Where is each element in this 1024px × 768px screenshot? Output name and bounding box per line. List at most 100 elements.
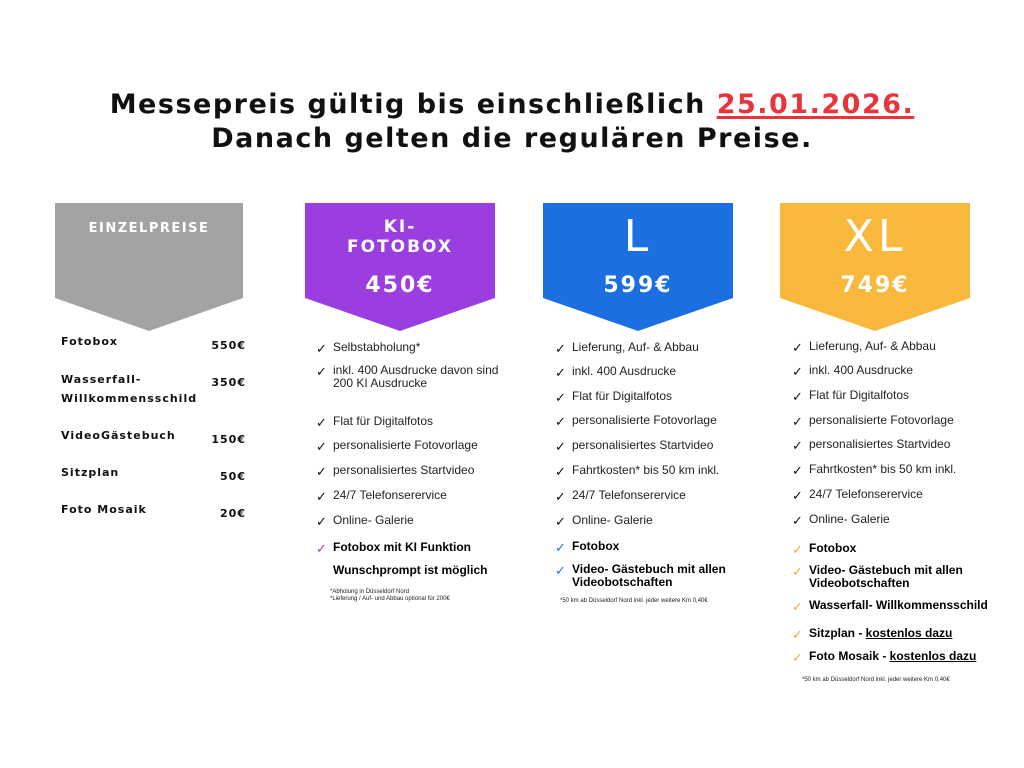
feature-item: ✓ 24/7 Telefonserervice — [316, 489, 526, 519]
checkmark-icon: ✓ — [555, 414, 566, 429]
checkmark-icon: ✓ — [555, 365, 566, 380]
checkmark-icon: ✓ — [555, 464, 566, 479]
package-price: 450€ — [365, 273, 435, 298]
feature-item: ✓ personalisiertes Startvideo — [316, 464, 526, 494]
feature-item: ✓ Selbstabholung* — [316, 341, 526, 371]
free-extra-name: Foto Mosaik - — [809, 649, 890, 663]
checkmark-icon: ✓ — [792, 542, 803, 557]
feature-item: ✓ Flat für Digitalfotos — [316, 415, 526, 445]
checkmark-icon: ✓ — [792, 364, 803, 379]
package-banner-l: L 599€ — [543, 203, 733, 331]
feature-text: Fahrtkosten* bis 50 km inkl. — [809, 462, 957, 476]
feature-text: 24/7 Telefonserervice — [809, 487, 923, 501]
einzelpreis-price: 150€ — [211, 433, 246, 446]
feature-text: personalisiertes Startvideo — [572, 438, 714, 452]
package-price: 599€ — [603, 273, 673, 298]
checkmark-icon: ✓ — [555, 540, 566, 555]
extra-feature-item: ✓ Video- Gästebuch mit allen Videobotscha… — [555, 563, 765, 593]
checkmark-icon: ✓ — [792, 488, 803, 503]
checkmark-icon: ✓ — [792, 389, 803, 404]
feature-item: ✓ inkl. 400 Ausdrucke davon sind 200 KI A… — [316, 364, 526, 394]
feature-item: ✓ 24/7 Telefonserervice — [555, 489, 765, 519]
feature-item: ✓ personalisierte Fotovorlage — [316, 439, 526, 469]
free-extra-text: Sitzplan - kostenlos dazu — [809, 627, 989, 640]
einzelpreise-banner — [55, 203, 243, 331]
feature-item: ✓ Fahrtkosten* bis 50 km inkl. — [555, 464, 765, 494]
extra-feature-item: ✓ Fotobox — [555, 540, 765, 570]
feature-item: ✓ Lieferung, Auf- & Abbau — [792, 340, 1002, 370]
headline: Messepreis gültig bis einschließlich 25.… — [0, 88, 1024, 156]
package-banner-shape — [305, 203, 495, 331]
feature-item: ✓ inkl. 400 Ausdrucke — [792, 364, 1002, 394]
checkmark-icon: ✓ — [555, 390, 566, 405]
feature-text: 24/7 Telefonserervice — [333, 488, 447, 502]
checkmark-icon: ✓ — [792, 414, 803, 429]
einzelpreis-price: 20€ — [220, 507, 246, 520]
checkmark-icon: ✓ — [555, 341, 566, 356]
feature-text: Online- Galerie — [809, 512, 890, 526]
feature-item: ✓ Online- Galerie — [792, 513, 1002, 543]
einzelpreis-name: Fotobox — [61, 335, 118, 348]
free-extra-note: kostenlos dazu — [889, 649, 977, 663]
package-banner-shape — [543, 203, 733, 331]
feature-item: ✓ personalisiertes Startvideo — [555, 439, 765, 469]
feature-text: Video- Gästebuch mit allen Videobotschaf… — [809, 563, 963, 590]
feature-text: Lieferung, Auf- & Abbau — [572, 340, 699, 354]
extra-feature-item: ✓ Wasserfall- Willkommensschild — [792, 599, 1002, 629]
checkmark-icon: ✓ — [316, 514, 327, 529]
headline-line-2: Danach gelten die regulären Preise. — [211, 123, 813, 154]
feature-text: Fahrtkosten* bis 50 km inkl. — [572, 463, 720, 477]
feature-text: personalisierte Fotovorlage — [809, 413, 954, 427]
checkmark-icon: ✓ — [316, 364, 327, 379]
checkmark-icon: ✓ — [792, 513, 803, 528]
headline-line-1: Messepreis gültig bis einschließlich 25.… — [0, 88, 1024, 122]
feature-text: Selbstabholung* — [333, 340, 421, 354]
free-extra-note: kostenlos dazu — [865, 626, 953, 640]
feature-item: ✓ personalisiertes Startvideo — [792, 438, 1002, 468]
checkmark-icon: ✓ — [316, 341, 327, 356]
feature-text: Online- Galerie — [333, 513, 414, 527]
extra-feature-item: ✓Wunschprompt ist möglich — [316, 564, 526, 594]
checkmark-icon: ✓ — [792, 340, 803, 355]
feature-item: ✓ Online- Galerie — [316, 514, 526, 544]
feature-text: Video- Gästebuch mit allen Videobotschaf… — [572, 562, 726, 589]
package-name: XL — [843, 211, 907, 262]
feature-item: ✓ Fahrtkosten* bis 50 km inkl. — [792, 463, 1002, 493]
free-extra-item: ✓ Sitzplan - kostenlos dazu — [792, 627, 1002, 643]
feature-text: Flat für Digitalfotos — [809, 388, 910, 402]
checkmark-icon: ✓ — [792, 650, 803, 665]
feature-text: Wasserfall- Willkommensschild — [809, 598, 988, 612]
feature-item: ✓ 24/7 Telefonserervice — [792, 488, 1002, 518]
footnote: *50 km ab Düsseldorf Nord inkl. jeder we… — [560, 598, 708, 604]
feature-item: ✓ Flat für Digitalfotos — [555, 390, 765, 420]
einzelpreis-name: VideoGästebuch — [61, 429, 176, 442]
feature-text: inkl. 400 Ausdrucke — [572, 364, 677, 378]
footnote: *Abholung in Düsseldorf Nord *Lieferung /… — [330, 589, 450, 602]
feature-item: ✓ Online- Galerie — [555, 514, 765, 544]
feature-text: inkl. 400 Ausdrucke davon sind 200 KI Au… — [333, 363, 499, 390]
feature-item: ✓ personalisierte Fotovorlage — [792, 414, 1002, 444]
einzelpreis-price: 350€ — [211, 376, 246, 389]
extra-feature-item: ✓ Fotobox — [792, 542, 1002, 572]
checkmark-icon: ✓ — [316, 464, 327, 479]
feature-text: personalisiertes Startvideo — [809, 437, 951, 451]
feature-text: 24/7 Telefonserervice — [572, 488, 686, 502]
checkmark-icon: ✓ — [555, 514, 566, 529]
feature-item: ✓ personalisierte Fotovorlage — [555, 414, 765, 444]
free-extra-item: ✓ Foto Mosaik - kostenlos dazu — [792, 650, 1002, 666]
checkmark-icon: ✓ — [792, 463, 803, 478]
free-extra-text: Foto Mosaik - kostenlos dazu — [809, 650, 989, 663]
checkmark-icon: ✓ — [792, 564, 803, 579]
checkmark-icon: ✓ — [555, 489, 566, 504]
checkmark-icon: ✓ — [316, 439, 327, 454]
feature-text: Fotobox — [572, 539, 620, 553]
feature-text: Flat für Digitalfotos — [333, 414, 434, 428]
checkmark-icon: ✓ — [316, 415, 327, 430]
package-banner-xl: XL 749€ — [780, 203, 970, 331]
einzelpreise-title: EINZELPREISE — [88, 221, 210, 236]
headline-text: Messepreis gültig bis einschließlich — [109, 89, 717, 120]
checkmark-icon: ✓ — [316, 541, 327, 556]
checkmark-icon: ✓ — [792, 627, 803, 642]
einzelpreise-banner-shape — [55, 203, 243, 331]
einzelpreis-name: Foto Mosaik — [61, 503, 147, 516]
